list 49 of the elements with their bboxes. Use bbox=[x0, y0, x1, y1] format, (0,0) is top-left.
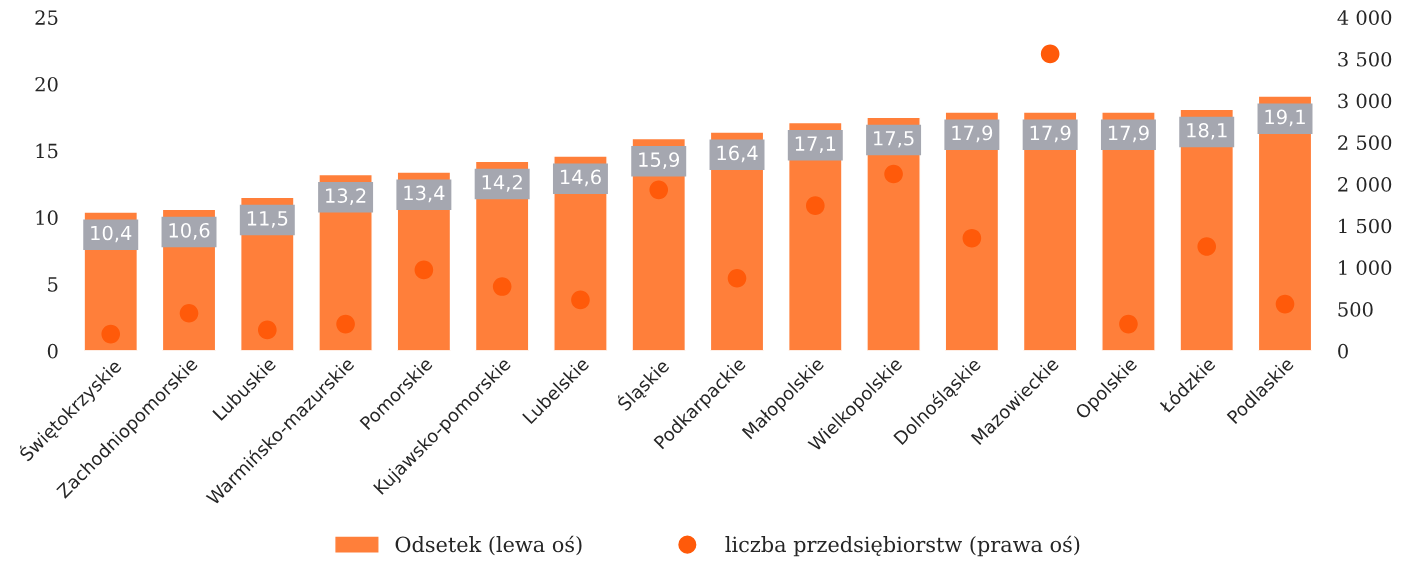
y2-tick-label: 3 500 bbox=[1338, 51, 1392, 67]
y-tick-label: 25 bbox=[35, 10, 58, 25]
point bbox=[1040, 44, 1060, 64]
data-label: 14,6 bbox=[560, 169, 601, 187]
data-label: 13,4 bbox=[404, 185, 445, 203]
point bbox=[1197, 237, 1217, 256]
data-label: 18,1 bbox=[1187, 122, 1227, 140]
y-tick-label: 10 bbox=[36, 210, 58, 226]
data-label: 17,9 bbox=[1030, 125, 1071, 143]
point bbox=[805, 196, 825, 215]
point bbox=[571, 290, 590, 310]
data-label: 17,9 bbox=[1108, 125, 1149, 143]
point bbox=[336, 314, 355, 334]
point bbox=[727, 268, 747, 288]
data-label: 17,1 bbox=[795, 136, 836, 153]
y2-tick-label: 2 000 bbox=[1338, 176, 1392, 192]
data-label: 16,4 bbox=[717, 145, 758, 163]
point bbox=[649, 180, 669, 200]
data-label: 14,2 bbox=[482, 174, 522, 192]
y-tick-label: 0 bbox=[47, 343, 58, 359]
data-label: 13,2 bbox=[326, 188, 366, 205]
point bbox=[884, 164, 903, 184]
data-label: 15,9 bbox=[639, 152, 680, 169]
data-label: 11,5 bbox=[247, 211, 288, 228]
data-label: 10,6 bbox=[169, 222, 210, 240]
y2-tick-label: 1 500 bbox=[1339, 218, 1392, 234]
point bbox=[962, 228, 982, 248]
point bbox=[1119, 314, 1138, 334]
data-label: 19,1 bbox=[1265, 109, 1305, 127]
y2-tick-label: 2 500 bbox=[1338, 135, 1392, 150]
y2-tick-label: 1 000 bbox=[1339, 260, 1392, 276]
y2-tick-label: 0 bbox=[1338, 343, 1348, 359]
point bbox=[179, 303, 199, 323]
y-tick-label: 15 bbox=[36, 143, 58, 159]
point bbox=[414, 260, 434, 280]
point bbox=[1275, 294, 1295, 314]
y-tick-label: 20 bbox=[35, 76, 58, 92]
data-label: 10,4 bbox=[91, 225, 132, 243]
legend-label: Odsetek (lewa oś) bbox=[395, 535, 582, 556]
point bbox=[257, 320, 277, 340]
y-tick-label: 5 bbox=[48, 277, 58, 292]
y2-tick-label: 4 000 bbox=[1337, 10, 1392, 25]
y2-tick-label: 500 bbox=[1338, 302, 1373, 317]
y2-tick-label: 3 000 bbox=[1338, 93, 1392, 109]
point bbox=[492, 277, 512, 296]
legend-label: liczba przedsiębiorstw (prawa oś) bbox=[725, 535, 1080, 557]
data-label: 17,9 bbox=[952, 125, 993, 143]
point bbox=[101, 324, 121, 344]
data-label: 17,5 bbox=[874, 131, 914, 148]
